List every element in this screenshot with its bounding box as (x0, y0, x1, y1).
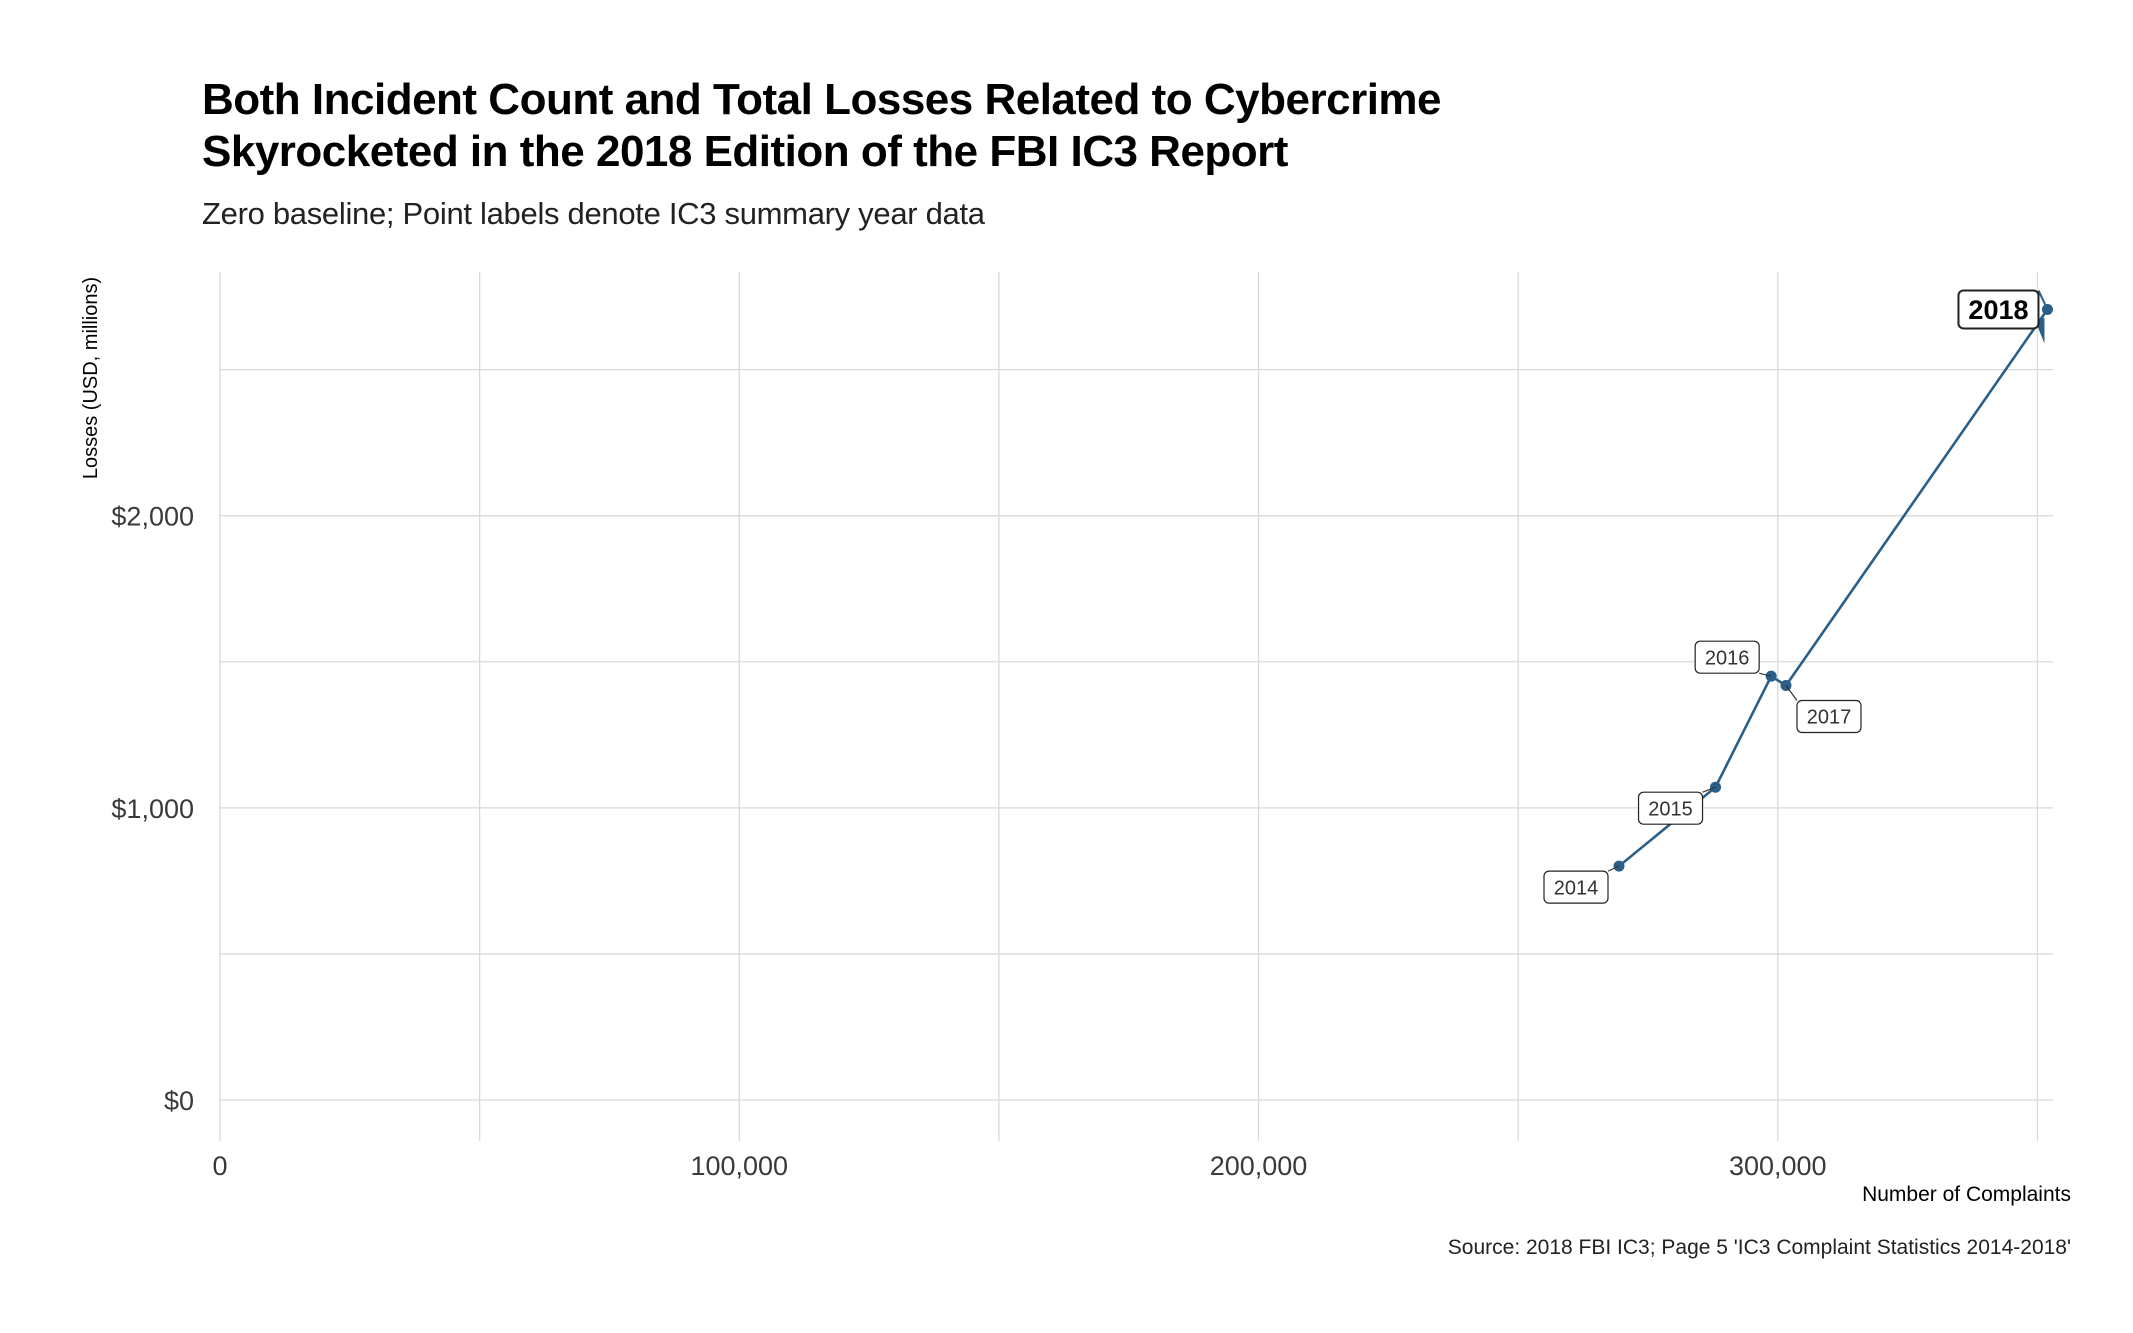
label-text: 2017 (1807, 707, 1852, 729)
chart-caption: Source: 2018 FBI IC3; Page 5 'IC3 Compla… (1447, 1236, 2071, 1259)
point-label-2014: 2014 (1543, 865, 1620, 904)
chart-title: Both Incident Count and Total Losses Rel… (202, 74, 1802, 178)
point-label-2017: 2017 (1785, 685, 1862, 734)
point-labels: 2014 2015 2016 2017 2018 (1543, 289, 2049, 904)
label-text: 2018 (1968, 295, 2028, 325)
data-series (1613, 303, 2053, 872)
point-label-2016: 2016 (1694, 640, 1772, 677)
y-axis-title: Losses (USD, millions) (80, 277, 102, 479)
series-line (1618, 308, 2049, 868)
x-axis-title: Number of Complaints (1862, 1183, 2071, 1206)
chart-title-line-2: Skyrocketed in the 2018 Edition of the F… (202, 127, 1288, 176)
leader-line (1759, 672, 1772, 677)
label-box (1796, 699, 1862, 734)
chart-subtitle: Zero baseline; Point labels denote IC3 s… (202, 196, 985, 231)
y-tick-label: $2,000 (111, 502, 194, 532)
leader-line (2037, 290, 2049, 310)
chart-title-line-1: Both Incident Count and Total Losses Rel… (202, 75, 1442, 124)
axis-tick-labels: 0 100,000 200,000 300,000 $0 $1,000 $2,000 (111, 502, 1826, 1181)
label-box (1543, 870, 1609, 904)
point-label-2015: 2015 (1637, 786, 1716, 825)
y-tick-label: $0 (164, 1086, 194, 1116)
leader-line (1702, 786, 1716, 793)
leader-line (1607, 865, 1620, 872)
label-box (1694, 640, 1760, 674)
label-text: 2015 (1648, 798, 1693, 820)
label-text: 2016 (1705, 647, 1750, 669)
x-tick-label: 0 (212, 1151, 227, 1181)
leader-line (1785, 685, 1798, 701)
label-box (1957, 289, 2040, 330)
label-text: 2014 (1554, 877, 1599, 899)
y-tick-label: $1,000 (111, 794, 194, 824)
label-box (1637, 791, 1704, 825)
point-label-2018: 2018 (1957, 289, 2049, 330)
grid-lines (219, 272, 2053, 1141)
x-tick-label: 100,000 (690, 1151, 788, 1181)
x-tick-label: 200,000 (1210, 1151, 1308, 1181)
x-tick-label: 300,000 (1729, 1151, 1827, 1181)
